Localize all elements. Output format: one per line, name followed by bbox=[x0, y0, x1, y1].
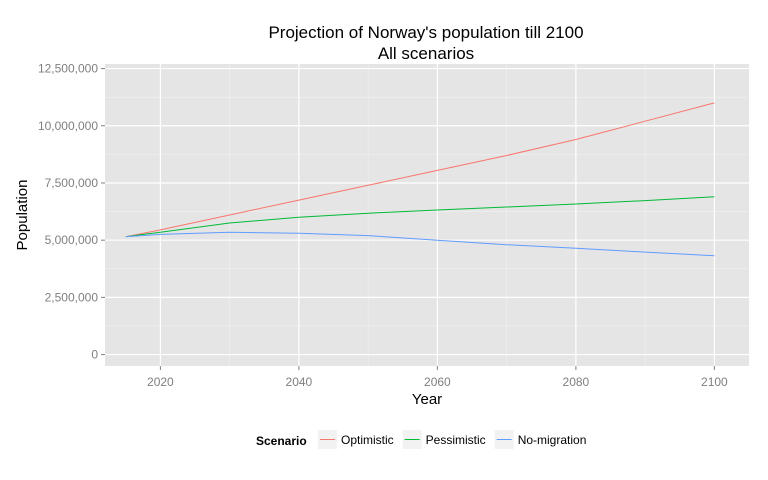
y-tick-label: 0 bbox=[91, 348, 98, 362]
x-tick-label: 2020 bbox=[147, 375, 174, 389]
series-line-pessimistic bbox=[125, 196, 715, 238]
legend-title: Scenario bbox=[256, 434, 307, 448]
y-tick-label: 2,500,000 bbox=[45, 290, 99, 304]
legend-label: Optimistic bbox=[341, 433, 394, 447]
x-tick-label: 2080 bbox=[563, 375, 590, 389]
plot-panel bbox=[105, 64, 749, 366]
chart-subtitle: All scenarios bbox=[378, 44, 474, 63]
grid-layer bbox=[105, 64, 749, 366]
y-tick-label: 5,000,000 bbox=[45, 233, 99, 247]
y-axis-title: Population bbox=[14, 180, 31, 251]
series-layer bbox=[125, 102, 715, 257]
series-line-optimistic bbox=[125, 102, 715, 238]
y-tick-label: 7,500,000 bbox=[45, 176, 99, 190]
x-tick-label: 2100 bbox=[701, 375, 728, 389]
x-tick-label: 2060 bbox=[424, 375, 451, 389]
x-tick-label: 2040 bbox=[286, 375, 313, 389]
legend: Scenario Optimistic Pessimistic No-migrati… bbox=[256, 430, 586, 449]
y-tick-label: 10,000,000 bbox=[38, 119, 98, 133]
axis-layer: 2020 2040 2060 2080 2100 0 2,500,000 5,000,000 7… bbox=[38, 62, 728, 389]
y-tick-label: 12,500,000 bbox=[38, 62, 98, 76]
legend-label: Pessimistic bbox=[426, 433, 486, 447]
x-axis-title: Year bbox=[412, 391, 442, 408]
legend-label: No-migration bbox=[518, 433, 587, 447]
chart-title: Projection of Norway's population till 2… bbox=[268, 23, 583, 42]
series-line-no-migration bbox=[125, 231, 715, 257]
